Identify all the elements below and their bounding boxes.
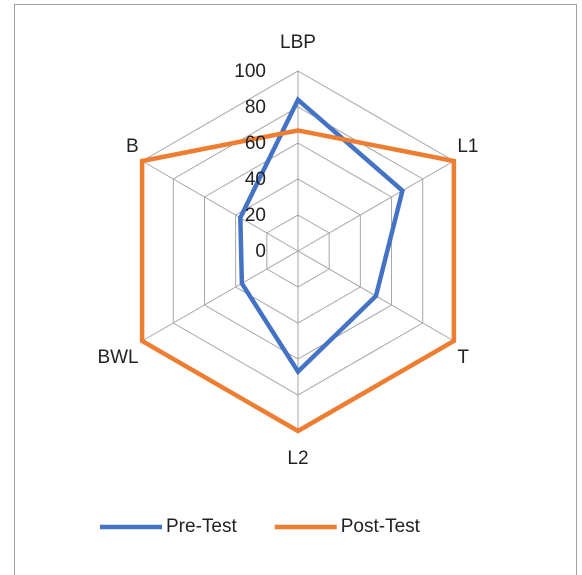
- category-label: L1: [457, 136, 478, 157]
- axis-spoke: [297, 160, 455, 252]
- legend-label: Post-Test: [341, 516, 421, 537]
- y-tick-label: 40: [245, 169, 266, 190]
- category-label: L2: [287, 448, 308, 469]
- y-tick-label: 60: [245, 133, 266, 154]
- category-label: BWL: [97, 347, 138, 368]
- axis-spoke: [141, 250, 299, 342]
- axis-spoke: [141, 160, 299, 252]
- chart-frame: [14, 4, 577, 575]
- legend-label: Pre-Test: [166, 516, 237, 537]
- category-label: LBP: [280, 32, 316, 53]
- y-tick-label: 0: [255, 241, 266, 262]
- category-label: B: [126, 136, 139, 157]
- series-line: [139, 128, 457, 434]
- y-tick-label: 80: [245, 97, 266, 118]
- y-tick-label: 20: [245, 205, 266, 226]
- y-tick-label: 100: [234, 61, 266, 82]
- series-line: [238, 96, 405, 376]
- category-label: T: [457, 347, 469, 368]
